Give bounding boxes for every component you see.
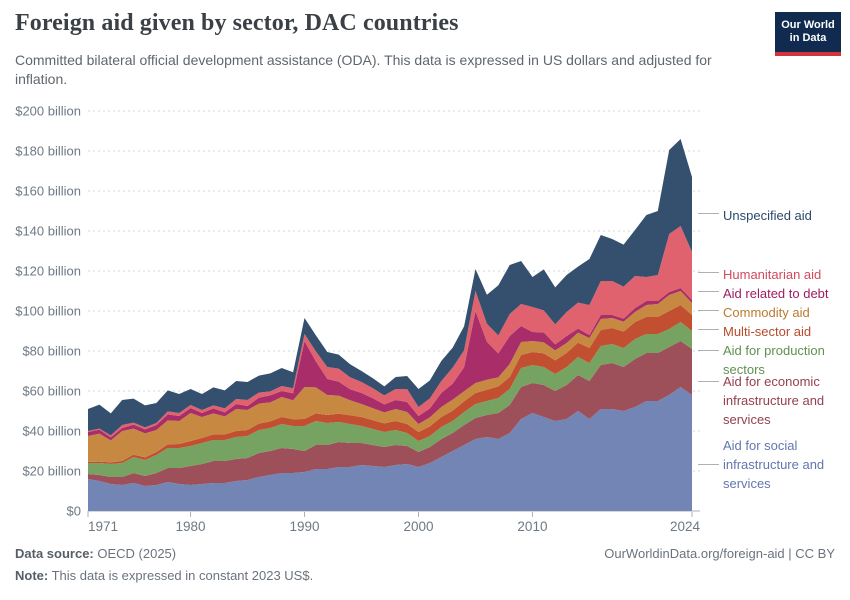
note-value: This data is expressed in constant 2023 … [48,568,314,583]
x-axis-label: 2024 [670,519,701,534]
legend-connector-line [698,381,719,382]
legend-connector-line [698,350,719,351]
legend-item-multi-sector-aid[interactable]: Multi-sector aid [698,322,845,341]
x-axis-label: 1990 [290,519,320,534]
owid-logo-line1: Our World [781,19,835,31]
legend-connector-line [698,310,719,311]
y-axis-label: $40 billion [22,424,81,439]
y-axis-label: $200 billion [15,104,81,119]
owid-logo[interactable]: Our World in Data [775,12,841,56]
legend-item-commodity-aid[interactable]: Commodity aid [698,303,845,322]
x-axis-label: 1971 [88,519,118,534]
x-axis-label: 2000 [403,519,433,534]
legend-connector-line [698,291,719,292]
legend-connector-line [698,213,719,214]
area-unspecified-aid[interactable] [88,139,692,436]
footer-note-row: Note: This data is expressed in constant… [15,568,835,583]
page-title: Foreign aid given by sector, DAC countri… [15,10,459,36]
y-axis-label: $140 billion [15,224,81,239]
legend-item-aid-related-to-debt[interactable]: Aid related to debt [698,284,845,303]
legend-label: Aid for economic infrastructure and serv… [723,374,825,427]
note-text: Note: This data is expressed in constant… [15,568,313,583]
legend-label: Commodity aid [723,305,810,320]
legend-label: Humanitarian aid [723,267,822,282]
legend-label: Multi-sector aid [723,324,812,339]
y-axis-label: $80 billion [22,344,81,359]
x-axis-label: 2010 [517,519,547,534]
legend-connector-line [698,272,719,273]
legend-item-aid-for-economic-infrastructure[interactable]: Aid for economic infrastructure and serv… [698,372,845,429]
y-axis-label: $160 billion [15,184,81,199]
legend-label: Aid related to debt [723,286,829,301]
legend-item-aid-for-production-sectors[interactable]: Aid for production sectors [698,341,845,379]
legend-connector-line [698,464,719,465]
area-commodity-aid[interactable] [88,291,692,463]
note-label: Note: [15,568,49,583]
y-axis-label: $0 [67,504,81,519]
x-axis-label: 1980 [176,519,206,534]
legend-item-humanitarian-aid[interactable]: Humanitarian aid [698,265,845,284]
area-aid-for-economic-infrastructure-and-services[interactable] [88,341,692,486]
data-source-label: Data source: [15,546,94,561]
y-axis-label: $120 billion [15,264,81,279]
chart-subtitle: Committed bilateral official development… [15,52,712,87]
legend-item-unspecified-aid[interactable]: Unspecified aid [698,206,845,225]
y-axis-label: $20 billion [22,464,81,479]
legend-label: Aid for social infrastructure and servic… [723,438,825,491]
y-axis-label: $180 billion [15,144,81,159]
y-axis-label: $100 billion [15,304,81,319]
area-humanitarian-aid[interactable] [88,226,692,438]
legend-label: Unspecified aid [723,208,812,223]
legend-item-aid-for-social-infrastructure[interactable]: Aid for social infrastructure and servic… [698,436,845,493]
owid-logo-line2: in Data [789,32,827,44]
area-aid-for-social-infrastructure-and-services[interactable] [88,387,692,511]
data-source-value: OECD (2025) [93,546,177,561]
area-aid-related-to-debt[interactable] [88,288,692,441]
stacked-area-chart[interactable]: $0 $20 billion $40 billion $60 billion $80 b… [0,0,850,540]
credit-link[interactable]: OurWorldinData.org/foreign-aid | CC BY [604,546,835,561]
y-axis-label: $60 billion [22,384,81,399]
legend-label: Aid for production sectors [723,343,825,377]
area-aid-for-production-sectors[interactable] [88,322,692,477]
footer-source-row: Data source: OECD (2025) OurWorldinData.… [15,546,835,561]
legend-connector-line [698,329,719,330]
data-source-text: Data source: OECD (2025) [15,546,176,561]
